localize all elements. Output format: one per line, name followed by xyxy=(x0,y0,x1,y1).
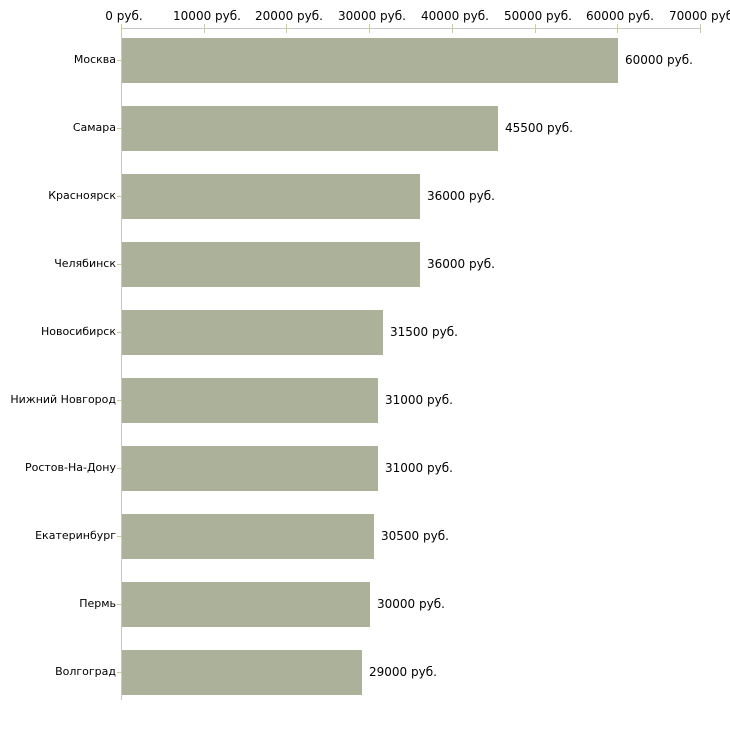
bar-10 xyxy=(122,650,362,695)
value-label: 30000 руб. xyxy=(377,597,445,611)
value-label: 31000 руб. xyxy=(385,461,453,475)
category-label: Москва xyxy=(73,53,116,66)
bar-8 xyxy=(122,514,374,559)
category-label: Ростов-На-Дону xyxy=(24,461,116,474)
category-label: Самара xyxy=(72,121,116,134)
value-label: 60000 руб. xyxy=(625,53,693,67)
bar-7 xyxy=(122,446,378,491)
y-axis-tick-mark xyxy=(117,332,121,333)
x-axis-tick-mark xyxy=(452,24,453,33)
y-axis-tick-mark xyxy=(117,128,121,129)
category-label: Волгоград xyxy=(55,665,116,678)
x-axis-tick-label: 40000 руб. xyxy=(421,9,489,23)
category-label: Екатеринбург xyxy=(35,529,116,542)
x-axis-tick-mark xyxy=(700,24,701,33)
category-label: Новосибирск xyxy=(40,325,116,338)
x-axis-tick-mark xyxy=(617,24,618,33)
x-axis-tick-label: 50000 руб. xyxy=(504,9,572,23)
bar-2 xyxy=(122,106,498,151)
value-label: 30500 руб. xyxy=(381,529,449,543)
bar-3 xyxy=(122,174,420,219)
x-axis-tick-mark xyxy=(535,24,536,33)
value-label: 36000 руб. xyxy=(427,189,495,203)
y-axis-line xyxy=(121,28,122,700)
category-label: Нижний Новгород xyxy=(10,393,116,406)
y-axis-tick-mark xyxy=(117,536,121,537)
value-label: 29000 руб. xyxy=(369,665,437,679)
bar-4 xyxy=(122,242,420,287)
x-axis-tick-mark xyxy=(121,24,122,33)
x-axis-tick-label: 60000 руб. xyxy=(586,9,654,23)
category-label: Челябинск xyxy=(54,257,116,270)
category-label: Красноярск xyxy=(48,189,116,202)
x-axis-tick-label: 20000 руб. xyxy=(255,9,323,23)
x-axis-tick-mark xyxy=(369,24,370,33)
category-label: Пермь xyxy=(79,597,116,610)
value-label: 45500 руб. xyxy=(505,121,573,135)
value-label: 31500 руб. xyxy=(390,325,458,339)
y-axis-tick-mark xyxy=(117,604,121,605)
bar-6 xyxy=(122,378,378,423)
x-axis-tick-label: 30000 руб. xyxy=(338,9,406,23)
bar-9 xyxy=(122,582,370,627)
y-axis-tick-mark xyxy=(117,196,121,197)
y-axis-tick-mark xyxy=(117,672,121,673)
x-axis-tick-mark xyxy=(204,24,205,33)
y-axis-tick-mark xyxy=(117,468,121,469)
x-axis-tick-label: 10000 руб. xyxy=(173,9,241,23)
x-axis-tick-label: 70000 руб. xyxy=(669,9,730,23)
y-axis-tick-mark xyxy=(117,400,121,401)
x-axis-tick-mark xyxy=(286,24,287,33)
y-axis-tick-mark xyxy=(117,264,121,265)
value-label: 36000 руб. xyxy=(427,257,495,271)
y-axis-tick-mark xyxy=(117,60,121,61)
bar-1 xyxy=(122,38,618,83)
x-axis-line xyxy=(121,28,701,29)
bar-5 xyxy=(122,310,383,355)
x-axis-tick-label: 0 руб. xyxy=(105,9,143,23)
value-label: 31000 руб. xyxy=(385,393,453,407)
